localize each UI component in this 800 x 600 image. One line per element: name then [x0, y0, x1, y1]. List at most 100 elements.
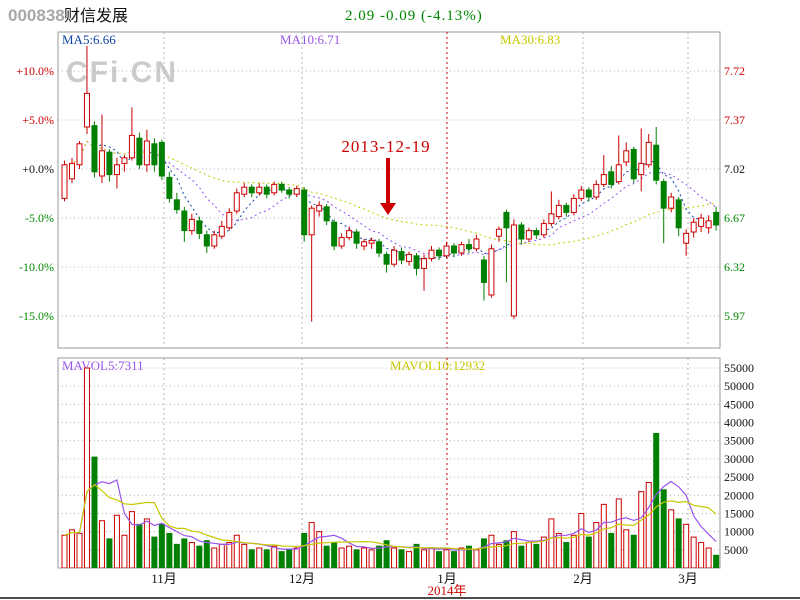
candle-body [203, 234, 210, 247]
volume-bar [683, 523, 690, 568]
candle-body [76, 143, 83, 166]
candle-body [278, 183, 285, 191]
candle-body [428, 249, 435, 260]
volume-bar [465, 545, 472, 568]
ma10-line [64, 140, 717, 257]
volume-bar [436, 551, 442, 568]
volume-bar [690, 536, 697, 568]
volume-bar [226, 542, 233, 568]
candle-body [630, 148, 637, 180]
candle-body [61, 164, 68, 199]
volume-tick-label: 25000 [724, 470, 754, 484]
volume-bar [353, 549, 360, 568]
mavol-legend: MAVOL5:7311 MAVOL10:12932 [62, 358, 485, 373]
candle-body [705, 220, 712, 229]
volume-tick-label: 5000 [724, 543, 748, 557]
volume-bar [61, 534, 68, 568]
candle-body [241, 186, 248, 195]
candle-body [421, 258, 428, 269]
volume-bar [391, 547, 398, 568]
volume-bar [211, 547, 218, 568]
candle-body [308, 207, 315, 236]
candle-body [480, 259, 487, 283]
candle-body [675, 199, 682, 229]
month-label: 1月 [437, 571, 457, 586]
annotation-arrow-head [380, 203, 396, 215]
month-label: 12月 [289, 571, 315, 586]
volume-bar [406, 551, 413, 568]
candle-body [540, 223, 547, 236]
ma-lines [64, 140, 717, 260]
volume-bar [518, 545, 525, 568]
candlesticks [61, 45, 720, 322]
volume-bar [263, 549, 270, 568]
volume-bar [608, 532, 615, 568]
volume-bar [98, 520, 105, 568]
volume-bar [585, 536, 592, 568]
candle-body [368, 239, 375, 244]
volume-bar [473, 549, 480, 568]
volume-bar [121, 534, 128, 568]
percent-tick-label: +0.0% [22, 162, 54, 176]
percent-tick-label: +5.0% [22, 113, 54, 127]
volume-bar [331, 542, 338, 568]
volume-bar [548, 518, 555, 568]
volume-tick-label: 50000 [724, 379, 754, 393]
candle-body [166, 176, 173, 199]
volume-bar [578, 512, 585, 568]
candle-body [713, 211, 720, 226]
candle-body [128, 134, 135, 159]
candle-body [196, 220, 203, 234]
candle-body [233, 192, 240, 212]
candle-body [293, 188, 300, 195]
mavol-lines [64, 479, 717, 551]
volume-bar [233, 534, 240, 568]
volume-bar [128, 511, 135, 568]
candle-body [113, 164, 120, 176]
candle-body [593, 183, 600, 198]
mavol5-line [64, 479, 717, 551]
volume-bar [443, 549, 450, 568]
volume-bar [398, 549, 405, 568]
price-tick-label: 6.67 [724, 211, 745, 225]
candle-body [525, 230, 532, 240]
candle-body [188, 218, 195, 232]
candle-body [548, 213, 555, 225]
volume-bar [525, 542, 532, 568]
candle-body [683, 232, 690, 244]
candle-body [98, 150, 105, 177]
candle-body [458, 244, 465, 254]
candle-body [406, 253, 413, 262]
candle-body [136, 137, 143, 166]
candle-body [473, 238, 480, 250]
volume-bar [181, 538, 188, 568]
candle-body [263, 186, 270, 195]
candle-body [653, 144, 660, 181]
candle-body [436, 249, 442, 257]
ma30-line [64, 140, 717, 246]
price-tick-label: 7.37 [724, 113, 745, 127]
candle-body [83, 92, 90, 128]
candle-body [391, 249, 398, 265]
volume-bar [645, 482, 652, 568]
volume-bar [323, 545, 330, 568]
volume-tick-label: 20000 [724, 488, 754, 502]
volume-bar [166, 532, 173, 568]
volume-bar [376, 545, 383, 568]
volume-tick-label: 35000 [724, 434, 754, 448]
volume-bar [241, 543, 248, 568]
candle-body [698, 217, 705, 227]
volume-bar [113, 514, 120, 568]
annotation-arrow-shaft [386, 158, 390, 203]
volume-bar [151, 536, 158, 568]
volume-bars [61, 367, 720, 568]
candle-body [376, 241, 383, 254]
annotation-date-label: 2013-12-19 [341, 137, 430, 156]
volume-bar [338, 547, 345, 568]
percent-tick-label: -10.0% [19, 260, 54, 274]
volume-tick-label: 45000 [724, 397, 754, 411]
volume-bar [503, 540, 510, 568]
volume-bar [316, 531, 323, 568]
stock-name: 财信发展 [64, 7, 128, 25]
